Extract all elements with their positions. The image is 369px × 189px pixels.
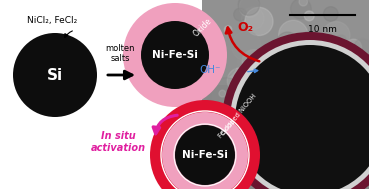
Circle shape	[219, 90, 226, 97]
Circle shape	[346, 39, 362, 55]
Circle shape	[236, 46, 369, 189]
Circle shape	[345, 113, 359, 127]
Circle shape	[195, 88, 211, 105]
Circle shape	[299, 31, 323, 54]
Circle shape	[211, 78, 241, 107]
Circle shape	[279, 20, 308, 50]
Circle shape	[323, 22, 350, 49]
Circle shape	[232, 112, 258, 138]
Text: OH⁻: OH⁻	[200, 65, 221, 75]
Circle shape	[281, 125, 296, 140]
Circle shape	[162, 112, 248, 189]
Circle shape	[208, 50, 236, 78]
Circle shape	[200, 114, 214, 127]
Circle shape	[193, 21, 213, 40]
Circle shape	[192, 143, 214, 166]
Circle shape	[245, 130, 267, 152]
Text: NiCl₂, FeCl₂: NiCl₂, FeCl₂	[27, 16, 77, 25]
Circle shape	[244, 98, 254, 107]
Circle shape	[346, 85, 355, 94]
Circle shape	[324, 7, 338, 21]
Text: O₂: O₂	[237, 21, 253, 34]
Bar	[202, 0, 369, 189]
Text: Ni-Fe-Si: Ni-Fe-Si	[152, 50, 198, 60]
Circle shape	[317, 94, 341, 118]
Circle shape	[349, 159, 369, 179]
Circle shape	[253, 109, 274, 130]
Circle shape	[175, 125, 235, 185]
Circle shape	[245, 7, 273, 36]
Circle shape	[230, 40, 369, 189]
Circle shape	[239, 0, 260, 17]
Text: Oxide: Oxide	[220, 118, 237, 136]
Circle shape	[254, 38, 280, 64]
Text: Si: Si	[47, 67, 63, 83]
Circle shape	[253, 168, 276, 189]
Circle shape	[286, 42, 294, 50]
Circle shape	[242, 7, 264, 30]
Circle shape	[330, 163, 344, 176]
Text: In situ
activation: In situ activation	[90, 131, 145, 153]
Circle shape	[141, 21, 209, 89]
Circle shape	[346, 142, 368, 163]
Circle shape	[338, 107, 363, 132]
Circle shape	[299, 131, 306, 137]
Circle shape	[150, 100, 260, 189]
Text: Fe-doped NiOOH: Fe-doped NiOOH	[218, 93, 258, 139]
Circle shape	[213, 33, 220, 41]
Circle shape	[354, 39, 369, 57]
Circle shape	[298, 20, 311, 33]
Circle shape	[277, 32, 298, 53]
Circle shape	[245, 91, 261, 107]
Circle shape	[273, 143, 283, 154]
Circle shape	[238, 119, 252, 132]
Circle shape	[222, 32, 369, 189]
Circle shape	[227, 68, 253, 94]
Text: Oxide: Oxide	[192, 17, 213, 39]
Circle shape	[224, 26, 232, 33]
Circle shape	[202, 174, 227, 189]
Text: Ni-Fe-Si: Ni-Fe-Si	[182, 150, 228, 160]
Circle shape	[303, 59, 332, 87]
Circle shape	[123, 3, 227, 107]
Text: 10 nm: 10 nm	[308, 25, 337, 34]
Circle shape	[310, 156, 337, 183]
Text: molten
salts: molten salts	[105, 44, 135, 63]
Circle shape	[238, 0, 260, 15]
Circle shape	[339, 111, 353, 125]
Circle shape	[336, 35, 346, 45]
Circle shape	[242, 50, 266, 73]
Circle shape	[308, 103, 316, 112]
Circle shape	[299, 0, 307, 6]
Circle shape	[304, 11, 314, 21]
Circle shape	[13, 33, 97, 117]
Circle shape	[235, 45, 369, 189]
Circle shape	[197, 39, 224, 67]
Circle shape	[293, 88, 304, 98]
Circle shape	[234, 8, 247, 21]
Circle shape	[198, 101, 220, 123]
Circle shape	[210, 151, 224, 165]
Circle shape	[198, 165, 227, 189]
Circle shape	[286, 77, 293, 84]
Circle shape	[232, 31, 261, 61]
Circle shape	[291, 0, 311, 19]
Bar	[202, 0, 369, 85]
Circle shape	[308, 138, 320, 150]
